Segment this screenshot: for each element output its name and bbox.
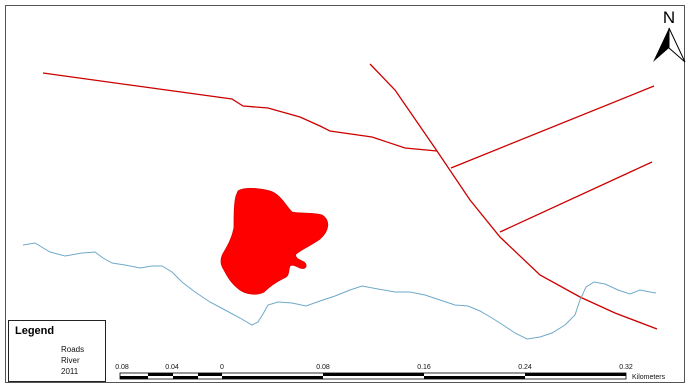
scale-unit-label: Kilometers	[632, 374, 666, 381]
scale-tick-label: 0.24	[518, 364, 532, 371]
north-letter: N	[662, 8, 676, 27]
river	[22, 242, 657, 340]
legend-item-roads: Roads	[9, 344, 107, 356]
legend: Legend Roads River 2011	[8, 320, 106, 382]
road-east	[499, 161, 653, 233]
scale-tick-label: 0.04	[165, 364, 179, 371]
scale-tick-label: 0.16	[417, 364, 431, 371]
road-west-east	[42, 72, 438, 152]
scale-tick-label: 0.32	[619, 364, 633, 371]
scale-bar	[119, 372, 627, 380]
area-2011	[220, 187, 329, 295]
legend-title: Legend	[15, 325, 55, 337]
scale-tick-label: 0.08	[316, 364, 330, 371]
legend-label-roads: Roads	[61, 345, 85, 354]
north-arrow: N	[652, 8, 686, 66]
road-northeast	[450, 85, 655, 169]
north-arrow-icon	[653, 27, 686, 63]
roads-layer	[42, 63, 658, 330]
map-border	[5, 5, 685, 383]
scale-tick-label: 0	[220, 364, 224, 371]
legend-item-river: River	[9, 355, 107, 367]
legend-item-2011: 2011	[9, 366, 107, 378]
legend-label-2011: 2011	[61, 367, 79, 376]
scale-tick-label: 0.08	[115, 364, 129, 371]
road-diagonal-main	[369, 63, 658, 330]
legend-label-river: River	[61, 356, 80, 365]
